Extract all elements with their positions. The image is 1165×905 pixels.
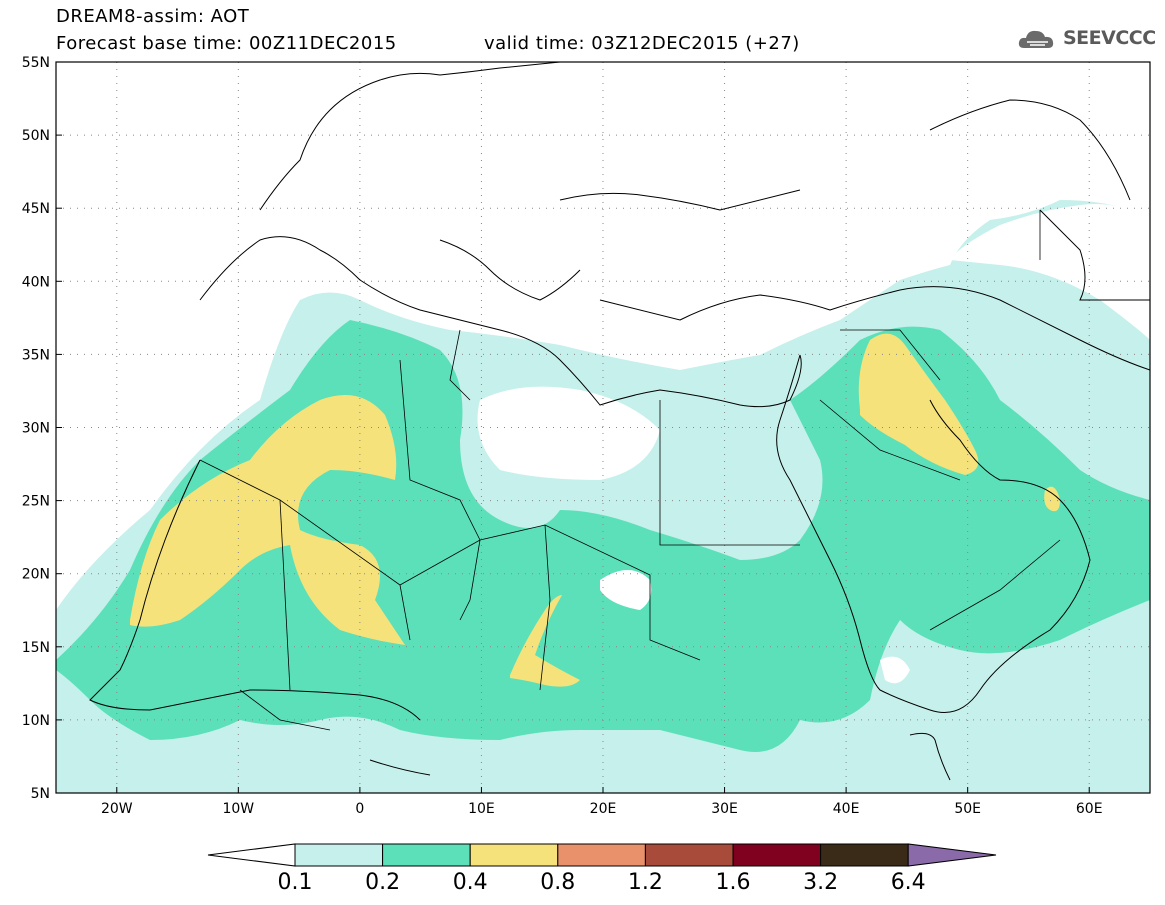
- lat-tick-label: 10N: [22, 713, 50, 729]
- colorbar-swatch: [382, 843, 471, 867]
- colorbar-max-arrow: [907, 843, 997, 867]
- colorbar-swatch: [557, 843, 646, 867]
- colorbar-label: 1.6: [715, 870, 751, 895]
- aot-band-0.4-west: [130, 395, 405, 645]
- lat-tick-label: 55N: [22, 55, 50, 71]
- lat-tick-label: 30N: [22, 421, 50, 437]
- lat-tick-label: 50N: [22, 128, 50, 144]
- lat-tick-label: 20N: [22, 567, 50, 583]
- aot-band-0.4-central: [510, 595, 580, 687]
- lon-tick-label: 30E: [711, 801, 738, 817]
- colorbar-label: 0.8: [540, 870, 576, 895]
- colorbar-swatch: [469, 843, 559, 867]
- forecast-base-time: Forecast base time: 00Z11DEC2015: [56, 33, 397, 54]
- colorbar-label: 0.1: [277, 870, 313, 895]
- lat-tick-label: 5N: [31, 786, 50, 802]
- lon-tick-label: 60E: [1076, 801, 1103, 817]
- longitude-axis: 20W 10W 0 10E 20E 30E 40E 50E 60E: [101, 787, 1103, 817]
- coastlines: [89, 62, 1150, 781]
- lon-tick-label: 10E: [468, 801, 495, 817]
- colorbar-swatch: [820, 843, 909, 867]
- lat-tick-label: 40N: [22, 274, 50, 290]
- lat-tick-label: 25N: [22, 494, 50, 510]
- colorbar-label: 0.4: [452, 870, 488, 895]
- logo-text: SEEVCCC: [1063, 27, 1156, 49]
- aot-band-0.4-iraq: [858, 333, 979, 475]
- latitude-axis: 55N 50N 45N 40N 35N 30N 25N 20N 15N 10N 5N: [22, 55, 62, 802]
- valid-time: valid time: 03Z12DEC2015 (+27): [484, 33, 800, 54]
- lon-tick-label: 10W: [222, 801, 254, 817]
- colorbar-swatch: [732, 843, 822, 867]
- aot-band-0.4-gulf: [1044, 486, 1060, 512]
- lon-tick-label: 20E: [590, 801, 617, 817]
- colorbar-label: 6.4: [890, 870, 926, 895]
- colorbar-label: 3.2: [803, 870, 839, 895]
- map-grid: [56, 62, 1150, 793]
- lat-tick-label: 15N: [22, 640, 50, 656]
- cloud-logo-icon: [1018, 30, 1054, 48]
- colorbar-min-arrow: [207, 843, 296, 867]
- lon-tick-label: 0: [355, 801, 364, 817]
- lat-tick-label: 35N: [22, 347, 50, 363]
- colorbar-swatch: [294, 843, 384, 867]
- country-borders: [199, 210, 1061, 731]
- lon-tick-label: 40E: [833, 801, 860, 817]
- lat-tick-label: 45N: [22, 201, 50, 217]
- colorbar-label: 1.2: [627, 870, 663, 895]
- map-title: DREAM8-assim: AOT: [56, 6, 250, 27]
- colorbar-swatch: [644, 843, 734, 867]
- colorbar-label: 0.2: [365, 870, 401, 895]
- lon-tick-label: 50E: [954, 801, 981, 817]
- colorbar: [207, 843, 997, 867]
- lon-tick-label: 20W: [101, 801, 133, 817]
